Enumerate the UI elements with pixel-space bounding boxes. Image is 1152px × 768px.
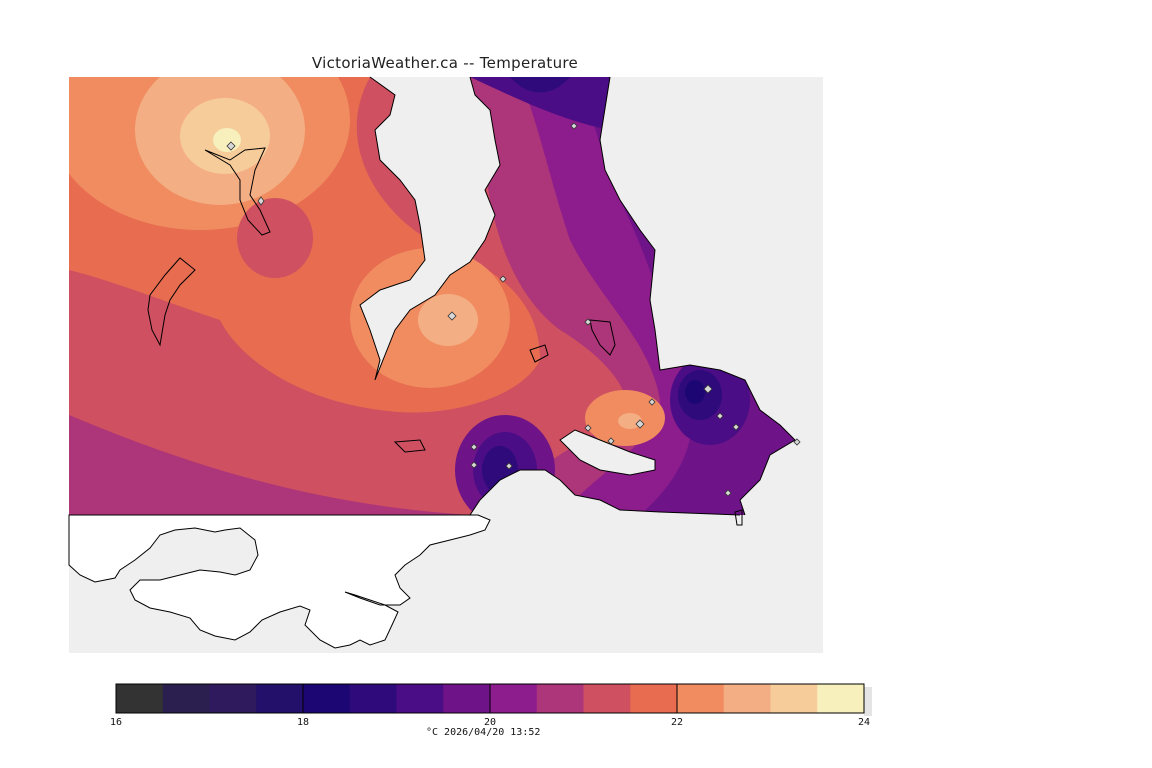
- station-marker[interactable]: [257, 196, 265, 206]
- colorbar-swatch: [536, 684, 584, 713]
- map-title: VictoriaWeather.ca -- Temperature: [311, 54, 579, 72]
- station-marker[interactable]: [724, 489, 732, 497]
- colorbar-swatch: [583, 684, 631, 713]
- colorbar-frame: [115, 683, 865, 714]
- station-marker[interactable]: [648, 398, 656, 406]
- coastlines: [147, 76, 796, 526]
- colorbar-shadow: [864, 687, 872, 716]
- colorbar-swatch: [677, 684, 725, 713]
- units-timestamp: °C 2026/04/20 13:52: [426, 727, 541, 738]
- station-marker[interactable]: [226, 141, 236, 151]
- temperature-map[interactable]: [0, 0, 1152, 680]
- colorbar-swatch: [162, 684, 210, 713]
- colorbar-ticks: 16 18 20 22 24: [110, 684, 870, 728]
- colorbar-swatch: [256, 684, 304, 713]
- station-marker[interactable]: [732, 423, 740, 431]
- colorbar-swatch: [817, 684, 865, 713]
- station-marker[interactable]: [716, 412, 724, 420]
- station-marker[interactable]: [635, 419, 645, 429]
- colorbar-swatch: [209, 684, 257, 713]
- station-marker[interactable]: [584, 424, 592, 432]
- colorbar-swatch: [770, 684, 818, 713]
- station-marker[interactable]: [470, 443, 478, 451]
- colorbar-swatch: [490, 684, 538, 713]
- station-marker[interactable]: [505, 462, 513, 470]
- station-marker[interactable]: [793, 438, 801, 446]
- station-marker[interactable]: [703, 384, 713, 394]
- station-marker[interactable]: [447, 311, 457, 321]
- station-marker[interactable]: [470, 461, 478, 469]
- colorbar-tick-label: 16: [110, 717, 122, 728]
- colorbar-swatches: [116, 684, 872, 716]
- weather-stations[interactable]: [226, 122, 801, 497]
- station-marker[interactable]: [499, 275, 507, 283]
- colorbar-swatch: [443, 684, 491, 713]
- colorbar-tick-label: 22: [671, 717, 683, 728]
- station-marker[interactable]: [570, 122, 578, 130]
- colorbar-swatch: [723, 684, 771, 713]
- colorbar-swatch: [630, 684, 678, 713]
- colorbar-tick-label: 24: [858, 717, 870, 728]
- colorbar-swatch: [396, 684, 444, 713]
- colorbar-swatch: [116, 684, 164, 713]
- colorbar-tick-label: 18: [297, 717, 309, 728]
- colorbar-swatch: [303, 684, 351, 713]
- station-marker[interactable]: [584, 318, 592, 326]
- land-mainland: [68, 514, 491, 649]
- colorbar-swatch: [349, 684, 397, 713]
- station-marker[interactable]: [607, 437, 615, 445]
